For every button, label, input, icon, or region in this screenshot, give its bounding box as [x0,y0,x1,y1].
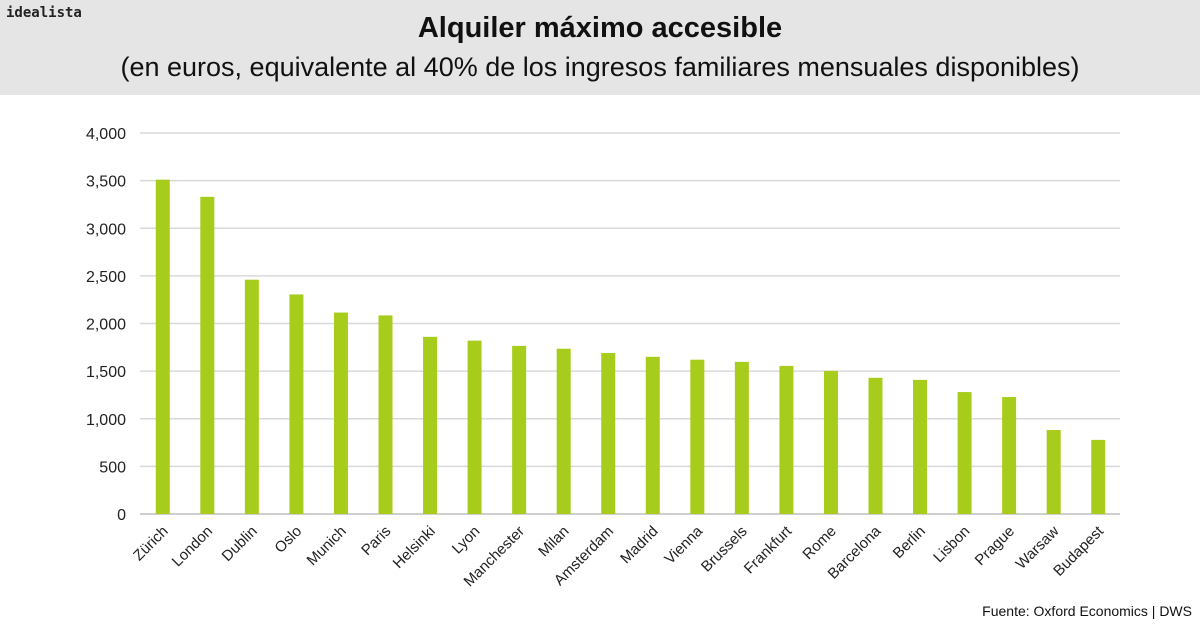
chart-title: Alquiler máximo accesible [417,12,783,44]
x-tick-label: Lyon [449,523,484,558]
x-tick-label: Madrid [617,523,661,567]
bar-madrid [645,356,660,514]
y-tick-label: 2,000 [86,317,126,334]
bar-paris [378,315,393,514]
x-tick-label: Dublin [219,523,261,565]
bar-zürich [155,179,170,515]
y-tick-label: 1,500 [86,364,126,381]
x-tick-label: Munich [304,523,350,569]
header-band: idealista Alquiler máximo accesible (en … [0,0,1200,95]
bar-munich [333,312,348,514]
x-tick-label: Berlin [890,523,929,562]
x-tick-label: Helsinki [390,523,439,572]
x-tick-label: Budapest [1050,522,1107,579]
y-tick-label: 4,000 [86,126,126,143]
x-tick-label: Lisbon [930,523,973,566]
y-tick-label: 500 [99,459,126,476]
x-tick-label: Frankfurt [741,522,796,577]
bar-lisbon [957,392,972,514]
bar-prague [1002,397,1017,514]
x-tick-label: Paris [358,523,394,559]
chart-subtitle: (en euros, equivalente al 40% de los ing… [120,52,1080,82]
x-tick-label: London [169,523,216,570]
bar-rome [823,370,838,514]
source-note: Fuente: Oxford Economics | DWS [982,603,1192,619]
bar-budapest [1091,439,1106,514]
bar-milan [556,348,571,514]
bar-oslo [289,294,304,514]
idealista-logo: idealista [6,5,82,21]
y-tick-label: 3,000 [86,221,126,238]
bar-helsinki [423,336,438,514]
y-tick-label: 0 [117,507,126,524]
bar-london [200,196,215,514]
bar-manchester [512,345,527,514]
x-tick-label: Milan [535,523,572,560]
bar-lyon [467,340,482,514]
bar-berlin [913,379,928,514]
x-tick-label: Rome [799,523,839,563]
y-tick-label: 2,500 [86,269,126,286]
x-tick-label: Zürich [130,523,171,564]
x-tick-label: Prague [972,523,1018,569]
bar-dublin [244,279,259,514]
bar-vienna [690,359,705,514]
x-tick-label: Oslo [271,523,305,557]
y-tick-label: 3,500 [86,174,126,191]
bar-barcelona [868,377,883,514]
bar-brussels [734,361,749,514]
y-tick-label: 1,000 [86,412,126,429]
bar-amsterdam [601,353,616,514]
bar-frankfurt [779,365,794,514]
bar-warsaw [1046,429,1061,514]
